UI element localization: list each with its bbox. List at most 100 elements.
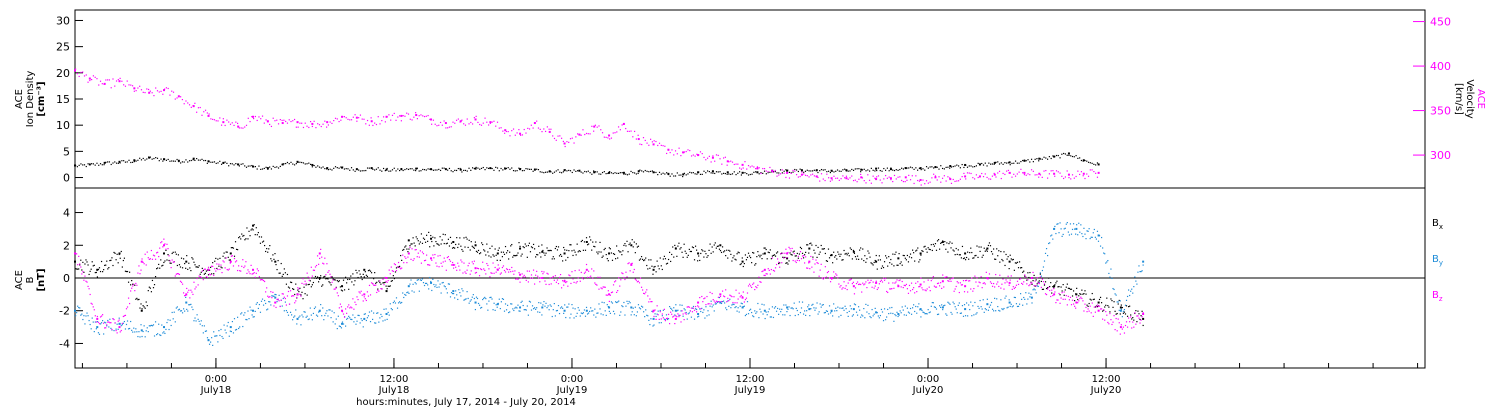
by-sample [145,330,147,332]
velocity-sample [847,178,849,180]
bz-sample [266,287,268,289]
velocity-sample [838,179,840,181]
by-sample [440,292,442,294]
density-sample [580,171,582,173]
by-sample [714,303,716,305]
bz-sample [258,276,261,278]
by-sample [846,312,848,314]
by-sample [162,332,164,334]
by-point-25 [630,306,633,309]
bx-sample [891,263,893,265]
bz-sample [666,317,669,319]
bx-sample [627,251,629,253]
bz-sample [973,287,975,290]
bx-sample [203,273,205,275]
density-point-37 [622,171,625,174]
bx-sample [1089,298,1091,300]
density-sample [943,168,945,170]
by-sample [87,315,89,317]
by-sample [907,311,910,313]
by-sample [563,312,565,314]
density-sample [552,172,554,174]
velocity-sample [598,125,600,127]
by-sample [928,312,930,314]
by-sample [489,296,491,299]
by-point-43 [1030,296,1033,299]
velocity-sample [1002,172,1004,175]
velocity-sample [512,128,515,130]
velocity-sample [715,154,718,156]
bz-sample [504,271,507,273]
bz-sample [735,289,737,291]
by-sample [500,301,502,303]
by-sample [859,309,861,311]
density-sample [619,172,621,174]
bx-sample [511,243,513,246]
bz-sample [854,287,857,289]
by-sample [119,323,121,325]
by-sample [594,308,596,310]
bz-sample [863,284,865,286]
velocity-sample [657,144,659,147]
bx-sample [490,256,492,258]
bz-sample [812,258,814,260]
by-sample [922,311,924,313]
by-sample [271,295,273,297]
by-sample [351,318,353,321]
velocity-sample [941,177,944,179]
bz-sample [163,238,165,240]
bx-sample [440,243,442,245]
bz-sample [321,256,323,258]
by-sample [565,316,567,319]
by-sample [960,312,963,314]
density-sample [908,167,910,169]
bz-sample [939,285,941,287]
bx-sample [848,255,850,257]
density-sample [845,170,848,172]
bz-sample [629,270,631,272]
bx-sample [111,257,113,259]
bx-sample [856,255,859,257]
bx-sample [859,249,861,251]
bz-sample [107,321,109,323]
density-sample [281,163,283,166]
bx-sample [336,279,338,282]
velocity-sample [409,118,411,120]
bx-sample [779,262,781,264]
by-sample [367,315,370,317]
bz-sample [378,290,380,292]
by-sample [501,298,504,300]
bx-sample [307,283,309,286]
bz-sample [271,297,273,299]
by-point-13 [363,317,366,320]
velocity-sample [201,114,203,116]
by-sample [416,279,418,281]
bx-sample [504,245,507,248]
bz-sample [1002,278,1004,280]
by-sample [1011,306,1013,308]
density-sample [1086,160,1088,162]
bz-sample [516,277,518,280]
by-sample [962,315,965,317]
bz-sample [1054,291,1056,293]
bx-sample [820,244,822,247]
velocity-sample [801,171,803,173]
by-sample [429,276,431,279]
by-sample [102,320,104,322]
by-sample [917,306,919,308]
bz-sample [1086,311,1088,313]
by-sample [681,304,683,306]
by-sample [498,298,500,300]
bx-sample [1096,306,1099,308]
bx-sample [435,240,437,243]
bz-sample [268,296,270,298]
bz-sample [94,315,96,317]
bz-sample [626,276,628,278]
bz-sample [1129,321,1131,323]
bz-sample [465,272,467,275]
density-sample [730,173,732,176]
velocity-sample [787,171,789,174]
by-point-46 [1097,234,1100,237]
bx-sample [225,251,227,253]
bz-sample [907,292,910,294]
